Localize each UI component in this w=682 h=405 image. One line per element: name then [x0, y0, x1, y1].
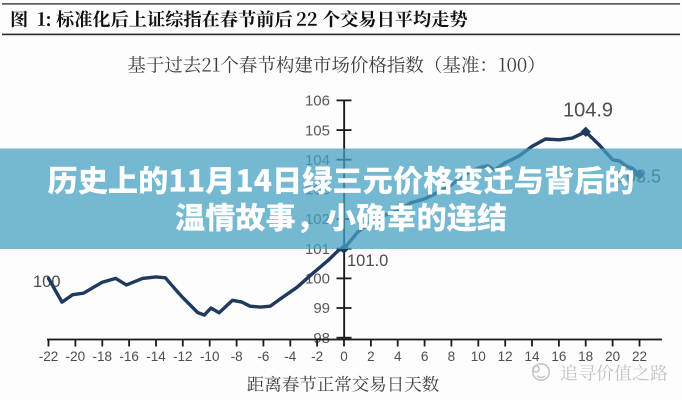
svg-text:4: 4: [394, 349, 402, 364]
svg-text:101.0: 101.0: [347, 252, 388, 270]
svg-text:-6: -6: [257, 349, 269, 364]
svg-text:20: 20: [605, 349, 620, 364]
svg-text:100: 100: [33, 273, 61, 291]
svg-text:-2: -2: [311, 349, 323, 364]
svg-text:-10: -10: [200, 349, 220, 364]
svg-text:104.9: 104.9: [563, 100, 613, 122]
svg-text:-22: -22: [39, 349, 59, 364]
svg-text:106: 106: [305, 93, 330, 110]
svg-text:10: 10: [471, 349, 486, 364]
svg-text:6: 6: [421, 349, 429, 364]
svg-text:-12: -12: [173, 349, 193, 364]
svg-text:-4: -4: [284, 349, 296, 364]
svg-text:2: 2: [367, 349, 375, 364]
svg-text:98: 98: [313, 330, 330, 347]
svg-text:18: 18: [578, 349, 593, 364]
svg-text:0: 0: [340, 349, 348, 364]
svg-text:-14: -14: [146, 349, 166, 364]
svg-text:99: 99: [313, 300, 330, 317]
svg-text:14: 14: [524, 349, 540, 364]
svg-text:-18: -18: [93, 349, 113, 364]
svg-text:12: 12: [498, 349, 513, 364]
svg-text:8: 8: [448, 349, 456, 364]
svg-text:-16: -16: [119, 349, 139, 364]
svg-text:-8: -8: [231, 349, 243, 364]
svg-text:105: 105: [305, 122, 330, 139]
svg-text:22: 22: [632, 349, 647, 364]
svg-text:16: 16: [551, 349, 566, 364]
svg-text:-20: -20: [66, 349, 86, 364]
